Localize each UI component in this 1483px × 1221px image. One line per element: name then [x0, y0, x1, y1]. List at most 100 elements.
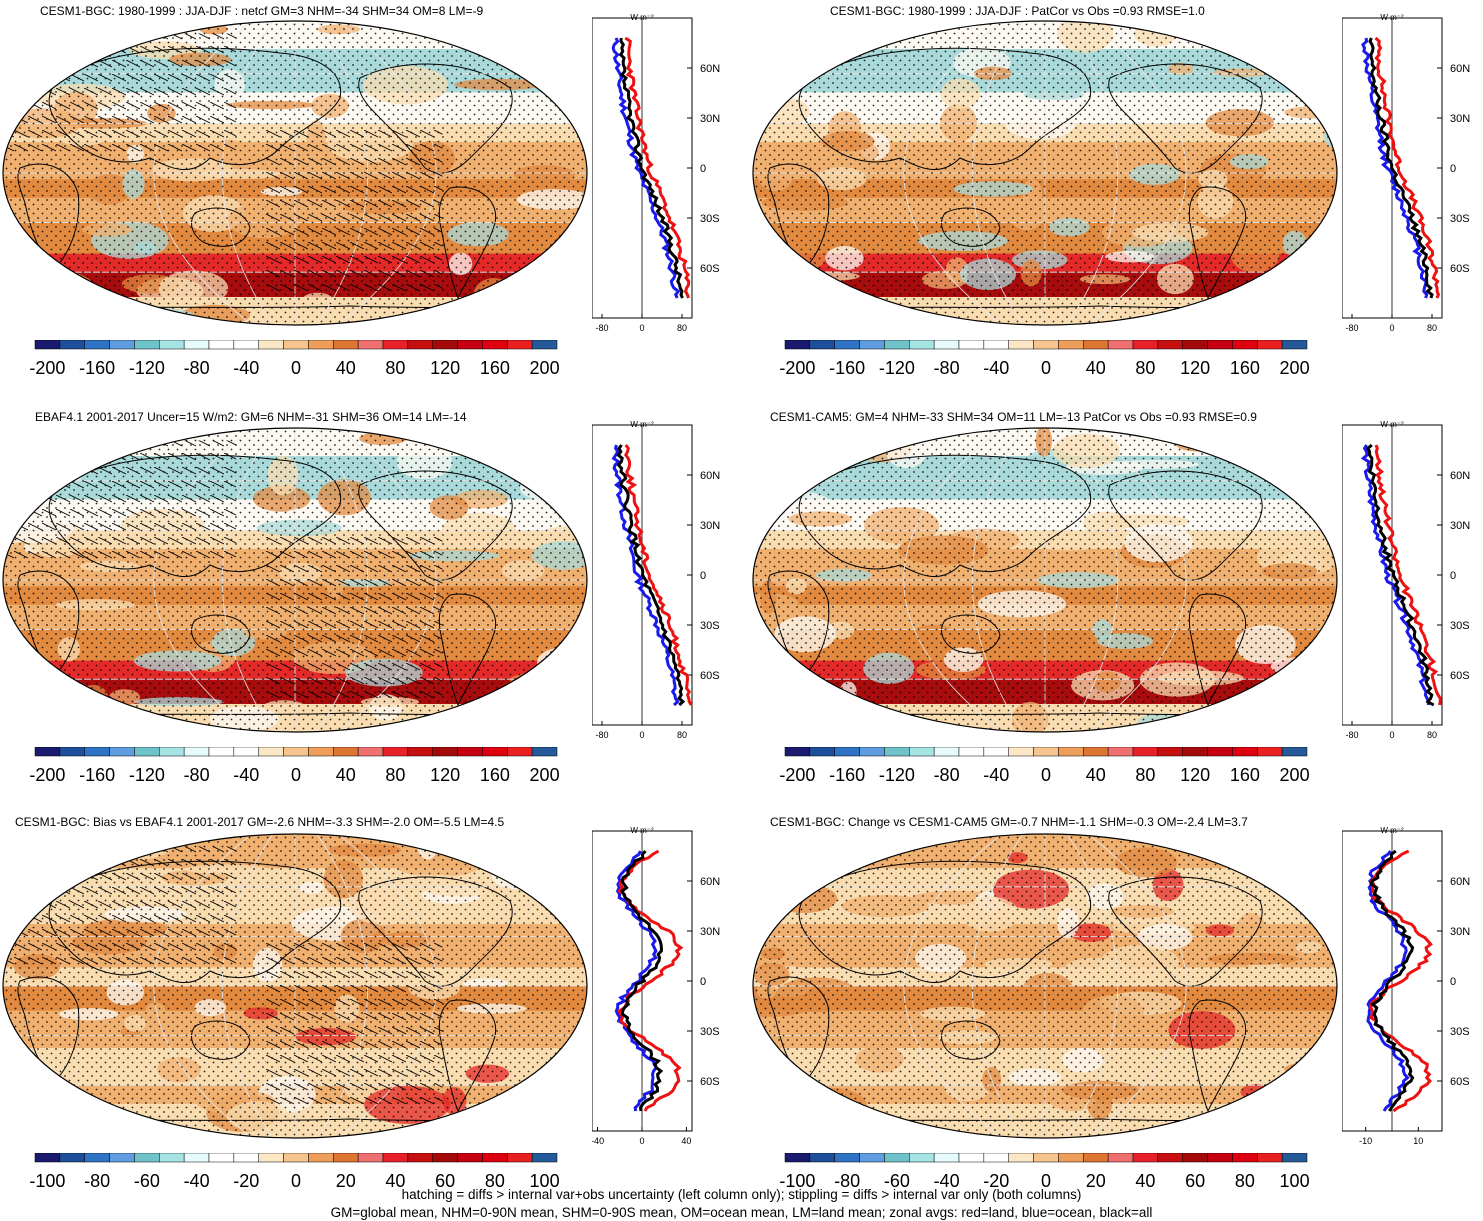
robinson-map	[752, 20, 1338, 326]
profile-unit-label: W m⁻²	[1380, 420, 1404, 429]
lat-tick-label: 0	[1450, 570, 1456, 582]
profile-x-tick-label: -80	[595, 730, 608, 740]
profile-unit-label: W m⁻²	[630, 420, 654, 429]
panel-title: CESM1-CAM5: GM=4 NHM=-33 SHM=34 OM=11 LM…	[770, 410, 1257, 424]
zonal-mean-line	[616, 444, 686, 707]
colorbar-tick-label: -80	[184, 358, 210, 378]
zonal-mean-line	[620, 849, 664, 1112]
profile-x-tick-label: 0	[1389, 730, 1394, 740]
robinson-map	[752, 427, 1338, 733]
profile-x-tick-label: 40	[681, 1136, 691, 1146]
lat-tick-label: 60N	[1450, 63, 1470, 75]
colorbar-tick-label: -120	[879, 765, 915, 785]
zonal-profile: W m⁻² 60N 30N 0 30S 60S -80 0 80	[592, 420, 720, 740]
colorbar-tick-label: 0	[291, 765, 301, 785]
profile-x-tick-label: 0	[639, 1136, 644, 1146]
lat-tick-label: 0	[1450, 163, 1456, 175]
colorbar: -200 -160 -120 -80 -40 0 40 80 120 160 200	[779, 340, 1310, 378]
profile-x-tick-label: 0	[639, 323, 644, 333]
colorbar-tick-label: 0	[1041, 1171, 1051, 1191]
colorbar-tick-label: -100	[779, 1171, 815, 1191]
colorbar-tick-label: 0	[291, 1171, 301, 1191]
colorbar-tick-label: 40	[1086, 358, 1106, 378]
zonal-profile: W m⁻² 60N 30N 0 30S 60S -80 0 80	[1342, 420, 1470, 740]
profile-x-tick-label: 10	[1413, 1136, 1423, 1146]
colorbar-tick-label: -120	[879, 358, 915, 378]
robinson-map	[2, 833, 588, 1139]
colorbar-tick-label: 60	[1185, 1171, 1205, 1191]
profile-x-tick-label: 0	[1389, 323, 1394, 333]
colorbar-tick-label: -80	[834, 1171, 860, 1191]
robinson-map	[2, 427, 588, 733]
lat-tick-label: 60S	[1450, 263, 1470, 275]
zonal-profile: W m⁻² 60N 30N 0 30S 60S -10 10	[1342, 826, 1470, 1146]
profile-unit-label: W m⁻²	[1380, 826, 1404, 835]
lat-tick-label: 30S	[700, 620, 720, 632]
lat-tick-label: 30N	[700, 520, 720, 532]
zonal-profile: W m⁻² 60N 30N 0 30S 60S -80 0 80	[592, 13, 720, 333]
colorbar-tick-label: -60	[884, 1171, 910, 1191]
colorbar-tick-label: 0	[1041, 765, 1051, 785]
colorbar-tick-label: -60	[134, 1171, 160, 1191]
profile-x-tick-label: 80	[1427, 730, 1437, 740]
map-panel: CESM1-CAM5: GM=4 NHM=-33 SHM=34 OM=11 LM…	[750, 407, 1483, 807]
map-panel: CESM1-BGC: Bias vs EBAF4.1 2001-2017 GM=…	[0, 813, 733, 1213]
lat-tick-label: 30N	[1450, 520, 1470, 532]
lat-tick-label: 60S	[700, 1076, 720, 1088]
colorbar-tick-label: -40	[983, 765, 1009, 785]
profile-x-tick-label: -10	[1359, 1136, 1372, 1146]
colorbar-tick-label: -120	[129, 765, 165, 785]
zonal-mean-line	[1374, 444, 1442, 706]
panel-title: CESM1-BGC: Change vs CESM1-CAM5 GM=-0.7 …	[770, 815, 1248, 829]
profile-unit-label: W m⁻²	[630, 826, 654, 835]
panel-title: CESM1-BGC: 1980-1999 : JJA-DJF : netcf G…	[40, 4, 484, 18]
robinson-map	[2, 20, 588, 326]
colorbar-tick-label: -40	[983, 358, 1009, 378]
colorbar-tick-label: -40	[233, 765, 259, 785]
lat-tick-label: 30S	[1450, 620, 1470, 632]
colorbar-tick-label: -80	[934, 765, 960, 785]
profile-x-tick-label: 80	[677, 730, 687, 740]
colorbar-tick-label: 100	[1280, 1171, 1310, 1191]
colorbar-tick-label: 80	[1135, 765, 1155, 785]
colorbar-tick-label: -80	[934, 358, 960, 378]
colorbar-tick-label: 200	[530, 765, 560, 785]
footer-line-2: GM=global mean, NHM=0-90N mean, SHM=0-90…	[330, 1205, 1153, 1220]
zonal-mean-line	[1368, 37, 1434, 299]
lat-tick-label: 30S	[1450, 213, 1470, 225]
colorbar-tick-label: -20	[983, 1171, 1009, 1191]
colorbar-tick-label: 40	[385, 1171, 405, 1191]
zonal-mean-line	[1366, 443, 1435, 707]
colorbar-tick-label: -160	[829, 358, 865, 378]
map-panel: CESM1-BGC: 1980-1999 : JJA-DJF : PatCor …	[750, 0, 1483, 400]
zonal-mean-line	[618, 37, 684, 299]
colorbar-tick-label: 80	[485, 1171, 505, 1191]
colorbar-tick-label: 120	[430, 765, 460, 785]
lat-tick-label: 60S	[700, 263, 720, 275]
colorbar-tick-label: 160	[1230, 765, 1260, 785]
map-panel: CESM1-BGC: 1980-1999 : JJA-DJF : netcf G…	[0, 0, 733, 400]
lat-tick-label: 30S	[700, 213, 720, 225]
colorbar-tick-label: 200	[1280, 358, 1310, 378]
footer-line-1: hatching = diffs > internal var+obs unce…	[401, 1187, 1082, 1202]
colorbar: -100 -80 -60 -40 -20 0 20 40 60 80 100	[779, 1153, 1310, 1191]
colorbar-tick-label: -40	[184, 1171, 210, 1191]
colorbar-tick-label: 0	[291, 358, 301, 378]
map-panel: CESM1-BGC: Change vs CESM1-CAM5 GM=-0.7 …	[750, 813, 1483, 1213]
colorbar: -200 -160 -120 -80 -40 0 40 80 120 160 200	[29, 340, 560, 378]
profile-x-tick-label: 0	[639, 730, 644, 740]
zonal-mean-line	[1361, 37, 1429, 299]
lat-tick-label: 30S	[1450, 1026, 1470, 1038]
lat-tick-label: 60S	[1450, 1076, 1470, 1088]
zonal-mean-line	[624, 36, 691, 299]
colorbar-tick-label: -200	[29, 358, 65, 378]
lat-tick-label: 30N	[700, 926, 720, 938]
lat-tick-label: 30N	[700, 113, 720, 125]
colorbar-tick-label: -80	[184, 765, 210, 785]
lat-tick-label: 60N	[700, 876, 720, 888]
colorbar-tick-label: 40	[336, 358, 356, 378]
zonal-mean-line	[1366, 850, 1410, 1112]
colorbar-tick-label: 200	[530, 358, 560, 378]
colorbar-tick-label: 20	[1086, 1171, 1106, 1191]
colorbar: -200 -160 -120 -80 -40 0 40 80 120 160 200	[779, 747, 1310, 785]
